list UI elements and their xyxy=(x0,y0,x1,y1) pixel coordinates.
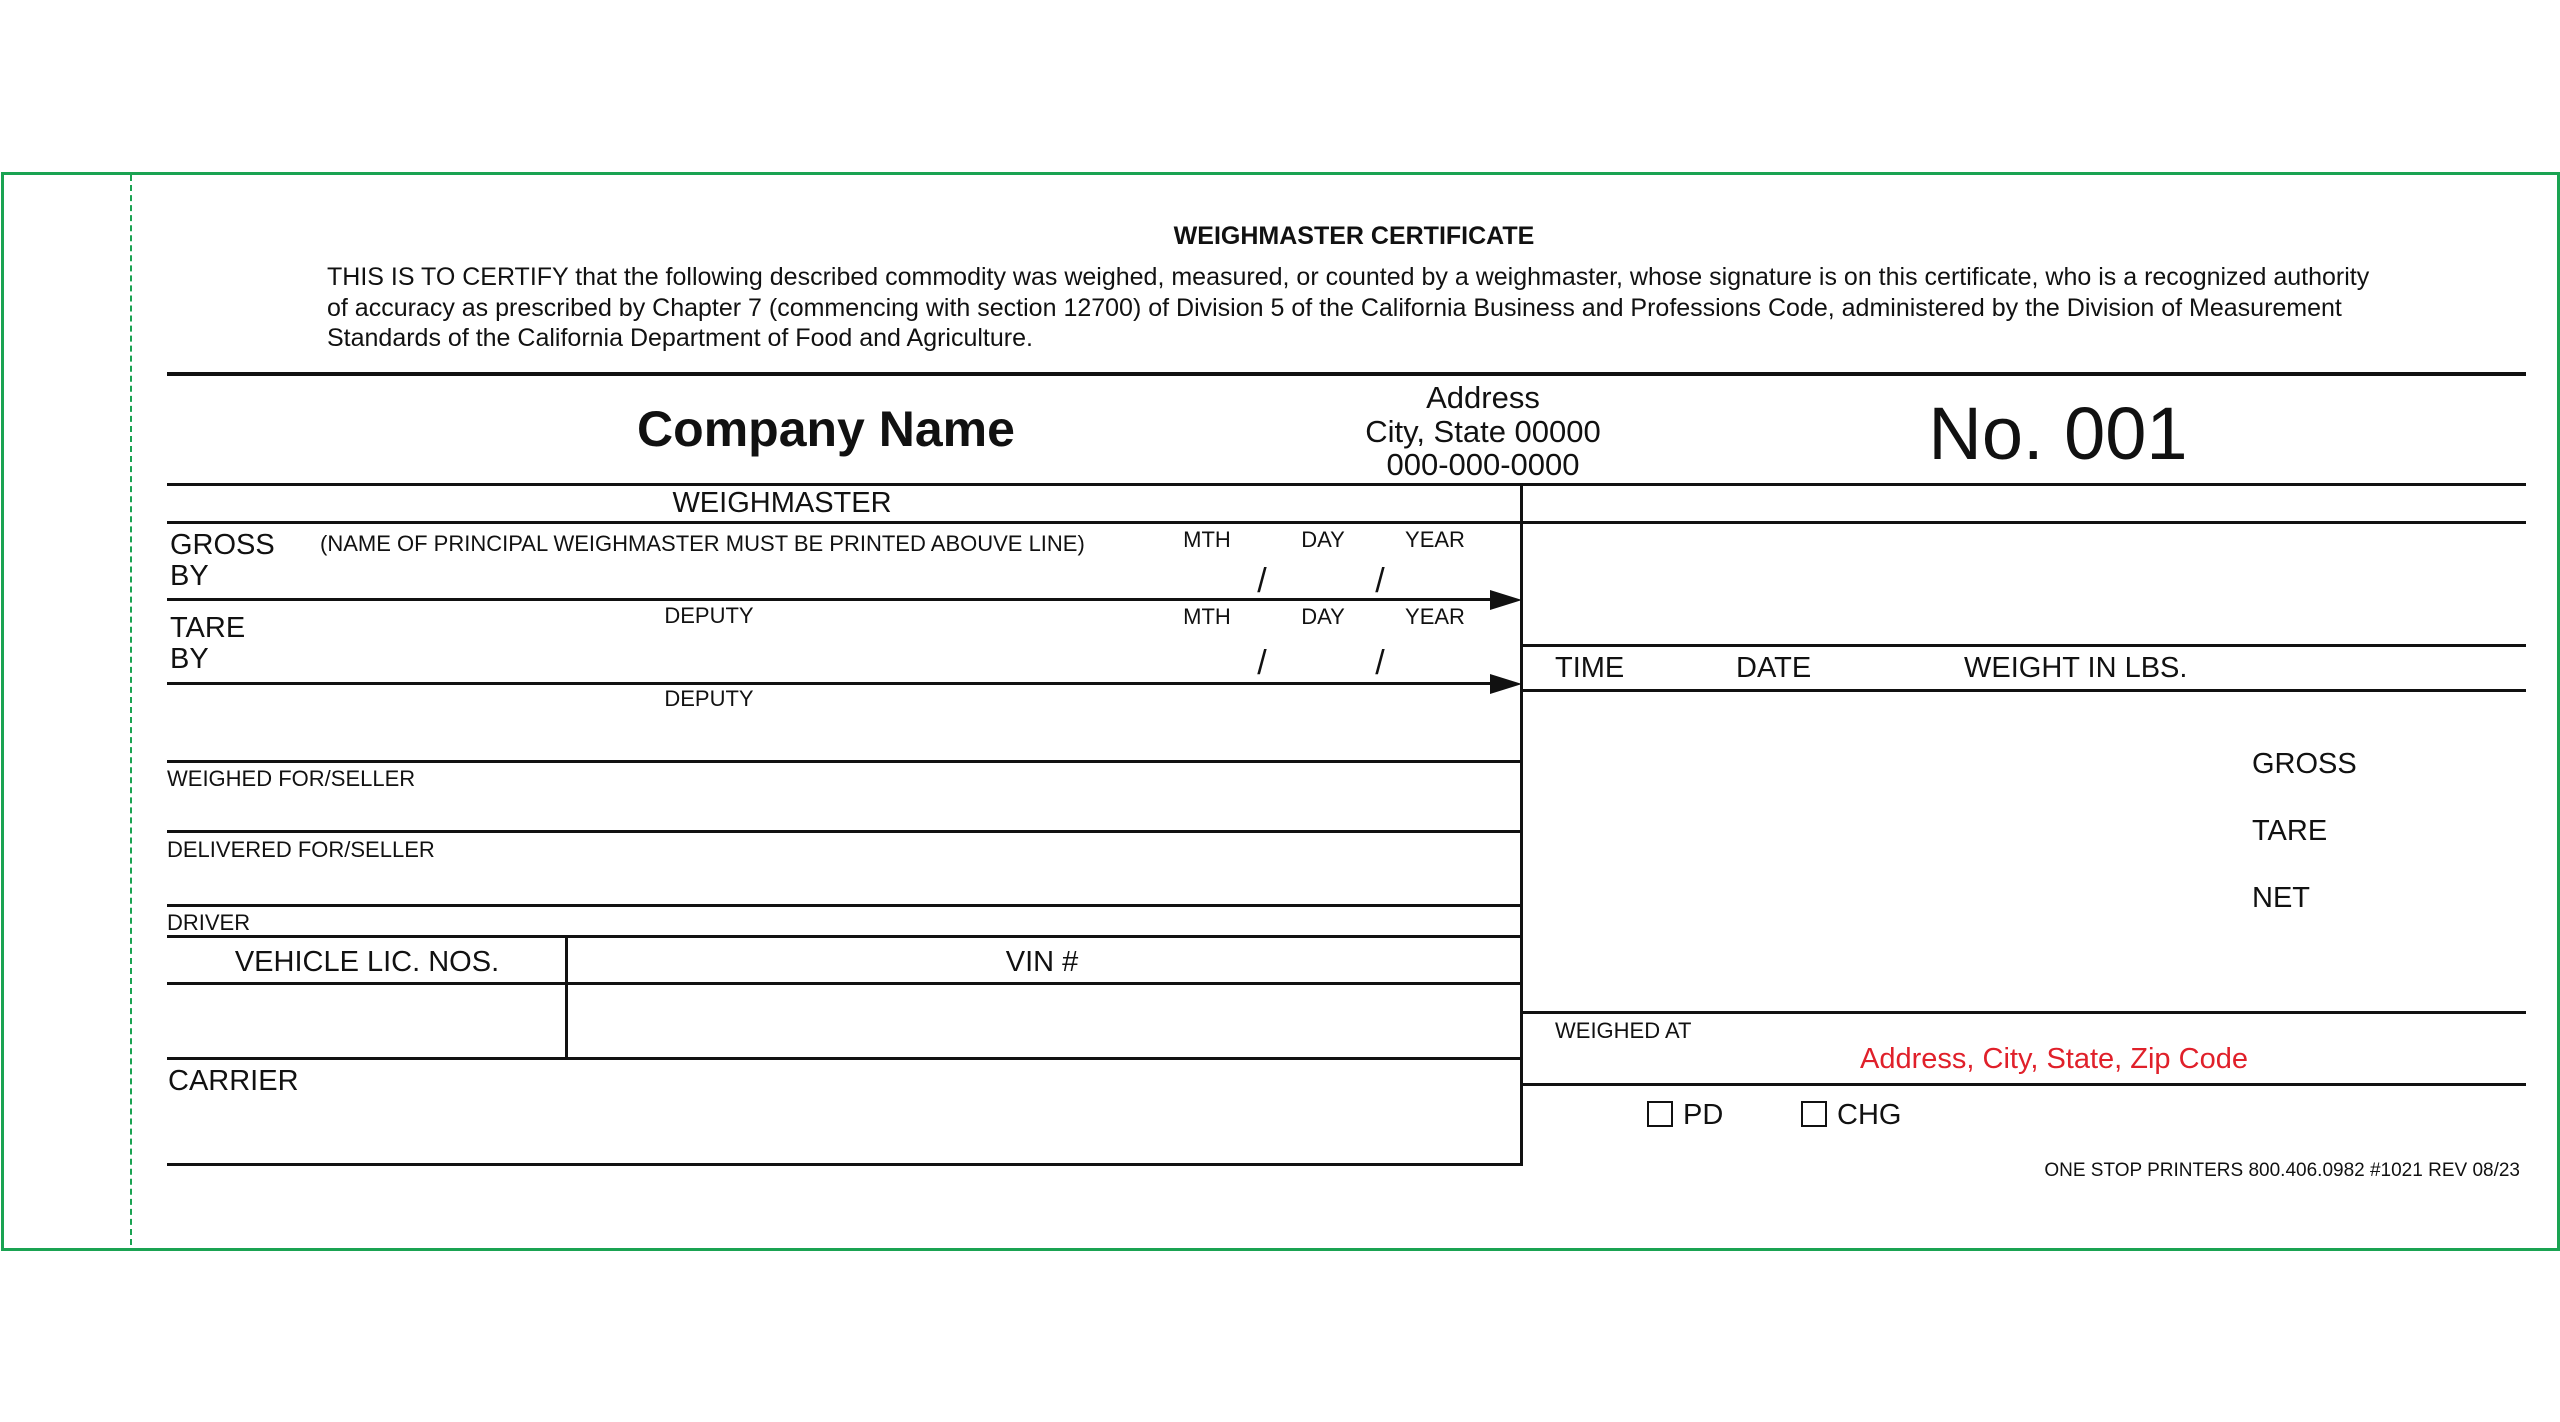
divider xyxy=(167,1057,1522,1060)
driver-label: DRIVER xyxy=(167,910,251,935)
form-border xyxy=(1,172,2560,1251)
divider xyxy=(167,935,1522,938)
divider xyxy=(167,483,2526,486)
carrier-label: CARRIER xyxy=(168,1065,299,1097)
deputy-label: DEPUTY xyxy=(664,686,754,711)
divider xyxy=(1522,689,2526,692)
tare-by-label: BY xyxy=(170,643,209,675)
tare-mth-label: MTH xyxy=(1183,604,1231,629)
form-title: WEIGHMASTER CERTIFICATE xyxy=(1173,222,1535,250)
vehicle-lic-label: VEHICLE LIC. NOS. xyxy=(234,946,500,978)
gross-label: GROSS xyxy=(170,529,275,561)
tare-label: TARE xyxy=(170,612,246,644)
divider xyxy=(1522,644,2526,647)
gross-by-label: BY xyxy=(170,560,209,592)
principal-note: (NAME OF PRINCIPAL WEIGHMASTER MUST BE P… xyxy=(320,531,1085,556)
date-slash: / xyxy=(1375,644,1385,682)
perforation-line xyxy=(130,175,132,1245)
company-name: Company Name xyxy=(637,401,1015,457)
gross-signature-line[interactable] xyxy=(167,598,1497,601)
date-slash: / xyxy=(1375,562,1385,600)
tare-year-label: YEAR xyxy=(1405,604,1465,629)
net-weight-label: NET xyxy=(2252,882,2310,914)
gross-day-label: DAY xyxy=(1301,527,1345,552)
column-divider xyxy=(565,936,568,1058)
weighed-at-label: WEIGHED AT xyxy=(1555,1018,1692,1043)
divider xyxy=(167,372,2526,376)
certification-text: THIS IS TO CERTIFY that the following de… xyxy=(327,263,2370,352)
divider xyxy=(167,521,2526,524)
company-phone: 000-000-0000 xyxy=(1386,447,1580,482)
time-label: TIME xyxy=(1555,652,1625,684)
divider xyxy=(1522,1011,2526,1014)
pd-checkbox[interactable]: PD xyxy=(1647,1099,1723,1132)
pd-label: PD xyxy=(1683,1099,1724,1131)
divider xyxy=(167,982,1522,985)
column-divider xyxy=(1520,485,1523,1166)
gross-weight-label: GROSS xyxy=(2252,748,2357,780)
vin-label: VIN # xyxy=(1005,946,1079,978)
divider xyxy=(167,904,1522,907)
divider xyxy=(167,830,1522,833)
certificate-number: No. 001 xyxy=(1928,392,2188,475)
chg-label: CHG xyxy=(1837,1099,1902,1131)
weighed-at-address: Address, City, State, Zip Code xyxy=(1860,1043,2248,1075)
printer-footer: ONE STOP PRINTERS 800.406.0982 #1021 REV… xyxy=(2044,1160,2520,1181)
weighed-for-label: WEIGHED FOR/SELLER xyxy=(167,766,416,791)
arrow-right-icon xyxy=(1490,674,1522,694)
arrow-right-icon xyxy=(1490,590,1522,610)
weight-label: WEIGHT IN LBS. xyxy=(1964,652,2188,684)
deputy-label: DEPUTY xyxy=(664,603,754,628)
chg-checkbox[interactable]: CHG xyxy=(1801,1099,1901,1132)
tare-day-label: DAY xyxy=(1301,604,1345,629)
weighmaster-label: WEIGHMASTER xyxy=(672,487,892,519)
divider xyxy=(167,1163,1522,1166)
tare-weight-label: TARE xyxy=(2252,815,2328,847)
checkbox-icon[interactable] xyxy=(1801,1101,1827,1127)
date-slash: / xyxy=(1257,644,1267,682)
checkbox-icon[interactable] xyxy=(1647,1101,1673,1127)
date-label: DATE xyxy=(1736,652,1812,684)
divider xyxy=(167,760,1522,763)
company-city: City, State 00000 xyxy=(1365,414,1601,449)
company-address: Address xyxy=(1426,380,1540,415)
gross-mth-label: MTH xyxy=(1183,527,1231,552)
date-slash: / xyxy=(1257,562,1267,600)
delivered-for-label: DELIVERED FOR/SELLER xyxy=(167,837,435,862)
divider xyxy=(1522,1083,2526,1086)
tare-signature-line[interactable] xyxy=(167,682,1497,685)
gross-year-label: YEAR xyxy=(1405,527,1465,552)
